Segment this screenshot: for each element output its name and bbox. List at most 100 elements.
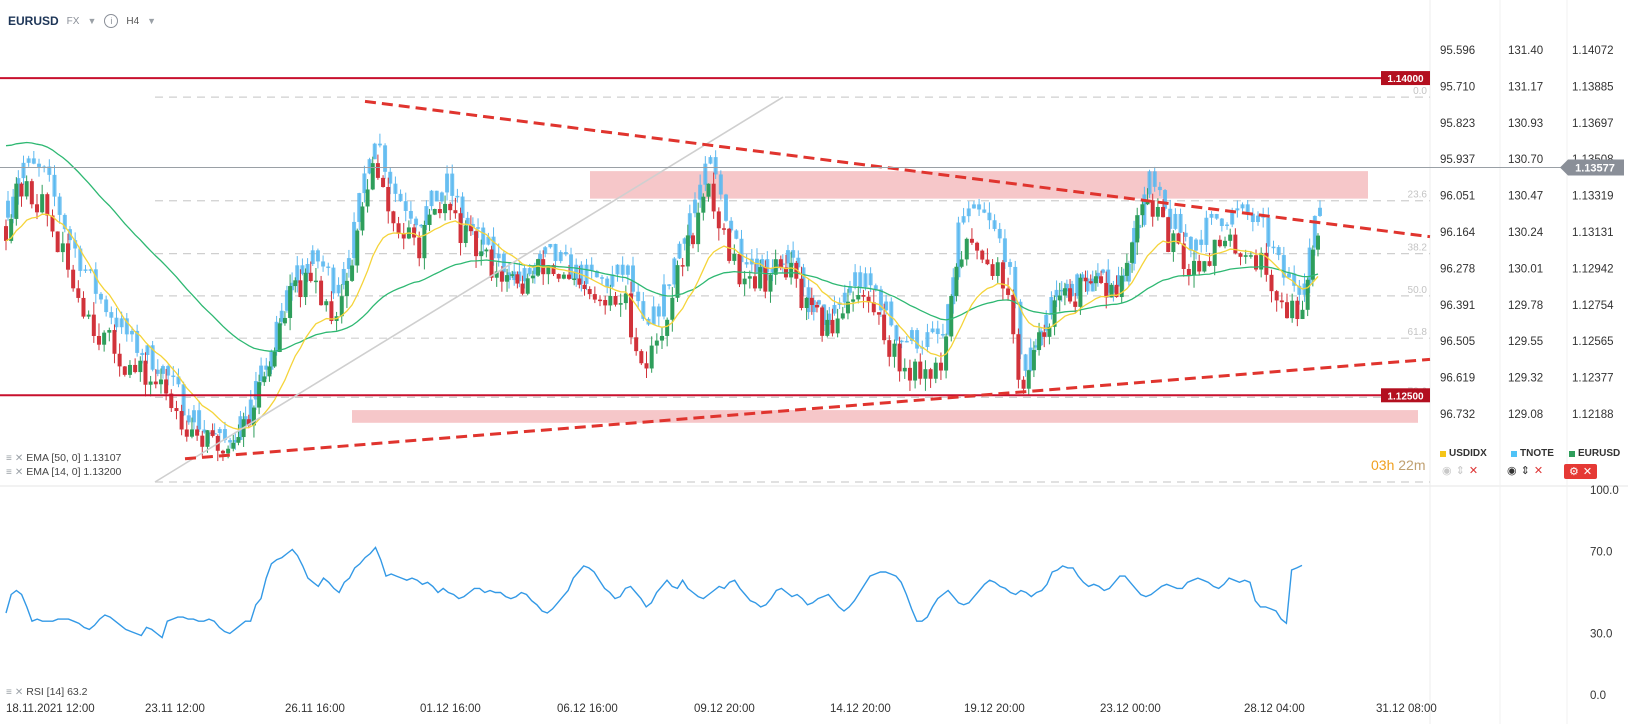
legend-usdidx-label: USDIDX bbox=[1449, 448, 1487, 459]
legend-eurusd[interactable]: EURUSD bbox=[1569, 448, 1620, 459]
tnote-candle bbox=[1106, 269, 1111, 293]
eurusd-candle bbox=[443, 203, 448, 214]
eurusd-candle bbox=[902, 367, 907, 372]
eurusd-tick-label: 1.13885 bbox=[1572, 81, 1614, 93]
tnote-candle bbox=[1178, 213, 1183, 233]
eurusd-candle bbox=[272, 351, 277, 367]
eurusd-candle bbox=[629, 293, 634, 338]
tnote-candle bbox=[553, 243, 558, 262]
eurusd-candle bbox=[1310, 249, 1315, 280]
tnote-candle bbox=[16, 178, 21, 197]
eurusd-candle bbox=[840, 313, 845, 319]
eurusd-candle bbox=[696, 212, 701, 245]
tnote-candle bbox=[155, 369, 160, 374]
tnote-candle bbox=[305, 264, 310, 274]
timeframe-label[interactable]: H4 bbox=[126, 15, 140, 27]
x-tick-label: 23.12 00:00 bbox=[1100, 703, 1161, 715]
info-icon[interactable]: i bbox=[104, 14, 119, 28]
eurusd-candle bbox=[639, 351, 644, 364]
tnote-candle bbox=[915, 330, 920, 349]
ema14-indicator[interactable]: ≡ ✕ EMA [14, 0] 1.13200 bbox=[6, 466, 121, 478]
tnote-candle bbox=[899, 340, 904, 343]
tnote-candle bbox=[1194, 239, 1199, 251]
eurusd-candle bbox=[742, 278, 747, 285]
tnote-candle bbox=[935, 328, 940, 335]
eye-icon[interactable]: ◉ bbox=[1442, 465, 1452, 477]
menu-icon[interactable]: ≡ bbox=[6, 466, 12, 478]
eurusd-tick-label: 1.12942 bbox=[1572, 263, 1614, 275]
tnote-candle bbox=[1044, 314, 1049, 331]
eurusd-tick-label: 1.12565 bbox=[1572, 336, 1614, 348]
eurusd-candle bbox=[153, 381, 158, 385]
tnote-candle bbox=[1307, 247, 1312, 284]
rsi-indicator[interactable]: ≡ ✕ RSI [14] 63.2 bbox=[6, 686, 88, 698]
tnote-candle bbox=[352, 221, 357, 259]
menu-icon[interactable]: ≡ bbox=[6, 686, 12, 698]
tnote-candle bbox=[501, 253, 506, 273]
tnote-candle bbox=[884, 301, 889, 311]
tnote-candle bbox=[476, 227, 481, 229]
eurusd-candle bbox=[365, 189, 370, 207]
eurusd-candle bbox=[572, 278, 577, 281]
eurusd-tick-label: 1.13319 bbox=[1572, 191, 1614, 203]
close-icon[interactable]: ✕ bbox=[1468, 465, 1479, 477]
tnote-candle bbox=[1147, 171, 1152, 195]
tnote-candle bbox=[455, 195, 460, 198]
tnote-candle bbox=[346, 258, 351, 269]
eurusd-candle bbox=[308, 272, 313, 282]
eurusd-candle bbox=[660, 335, 664, 341]
eurusd-candle bbox=[267, 366, 272, 377]
close-icon[interactable]: ✕ bbox=[14, 686, 24, 698]
eye-icon[interactable]: ◉ bbox=[1507, 465, 1517, 477]
eurusd-candle bbox=[510, 274, 515, 276]
eurusd-candle bbox=[55, 231, 60, 253]
eurusd-candle bbox=[732, 253, 737, 261]
usdidx-controls[interactable]: ◉ ⇕ ✕ bbox=[1442, 464, 1478, 477]
legend-tnote[interactable]: TNOTE bbox=[1511, 448, 1554, 459]
eurusd-candle bbox=[876, 312, 881, 315]
eurusd-candle bbox=[737, 253, 742, 285]
tnote-candle bbox=[1318, 207, 1322, 216]
eurusd-candle bbox=[1031, 350, 1036, 371]
up-down-icon[interactable]: ⇕ bbox=[1520, 465, 1530, 477]
settings-icon[interactable]: ⚙ bbox=[1569, 466, 1579, 478]
tnote-candle bbox=[460, 196, 465, 218]
eurusd-candle bbox=[536, 259, 541, 276]
timeframe-chevron-icon[interactable]: ▼ bbox=[147, 16, 157, 26]
tnote-candle bbox=[248, 399, 253, 425]
close-icon[interactable]: ✕ bbox=[14, 452, 24, 464]
eurusd-candle bbox=[1088, 281, 1093, 284]
tnote-candle bbox=[677, 243, 682, 259]
tnote-candle bbox=[93, 269, 98, 294]
eurusd-candle bbox=[975, 242, 980, 251]
eurusd-candle bbox=[1057, 295, 1062, 301]
chevron-down-icon[interactable]: ▼ bbox=[87, 16, 97, 26]
up-down-icon[interactable]: ⇕ bbox=[1455, 465, 1465, 477]
close-icon[interactable]: ✕ bbox=[1582, 466, 1593, 478]
rsi-tick-label: 100.0 bbox=[1590, 485, 1619, 497]
tnote-candle bbox=[522, 268, 527, 282]
ema50-indicator[interactable]: ≡ ✕ EMA [50, 0] 1.13107 bbox=[6, 452, 121, 464]
tnote-candle bbox=[532, 265, 537, 275]
eurusd-candle bbox=[763, 267, 768, 292]
tnote-candle bbox=[801, 267, 806, 288]
tnote-tick-label: 129.08 bbox=[1508, 409, 1543, 421]
tnote-candle bbox=[1302, 283, 1307, 295]
tnote-candle bbox=[62, 214, 67, 230]
tnote-controls[interactable]: ◉ ⇕ ✕ bbox=[1507, 464, 1543, 477]
eurusd-controls[interactable]: ⚙ ✕ bbox=[1564, 464, 1598, 479]
eurusd-candle bbox=[195, 429, 200, 436]
legend-usdidx[interactable]: USDIDX bbox=[1440, 448, 1487, 459]
eurusd-candle bbox=[954, 266, 959, 296]
support-zone bbox=[352, 410, 1418, 423]
eurusd-candle bbox=[1026, 370, 1031, 389]
eurusd-candle bbox=[1176, 233, 1181, 244]
tnote-candle bbox=[295, 265, 300, 283]
symbol-label[interactable]: EURUSD bbox=[8, 14, 59, 28]
usdidx-tick-label: 95.596 bbox=[1440, 45, 1475, 57]
close-icon[interactable]: ✕ bbox=[1533, 465, 1544, 477]
menu-icon[interactable]: ≡ bbox=[6, 452, 12, 464]
eurusd-candle bbox=[1006, 288, 1011, 295]
close-icon[interactable]: ✕ bbox=[14, 466, 24, 478]
